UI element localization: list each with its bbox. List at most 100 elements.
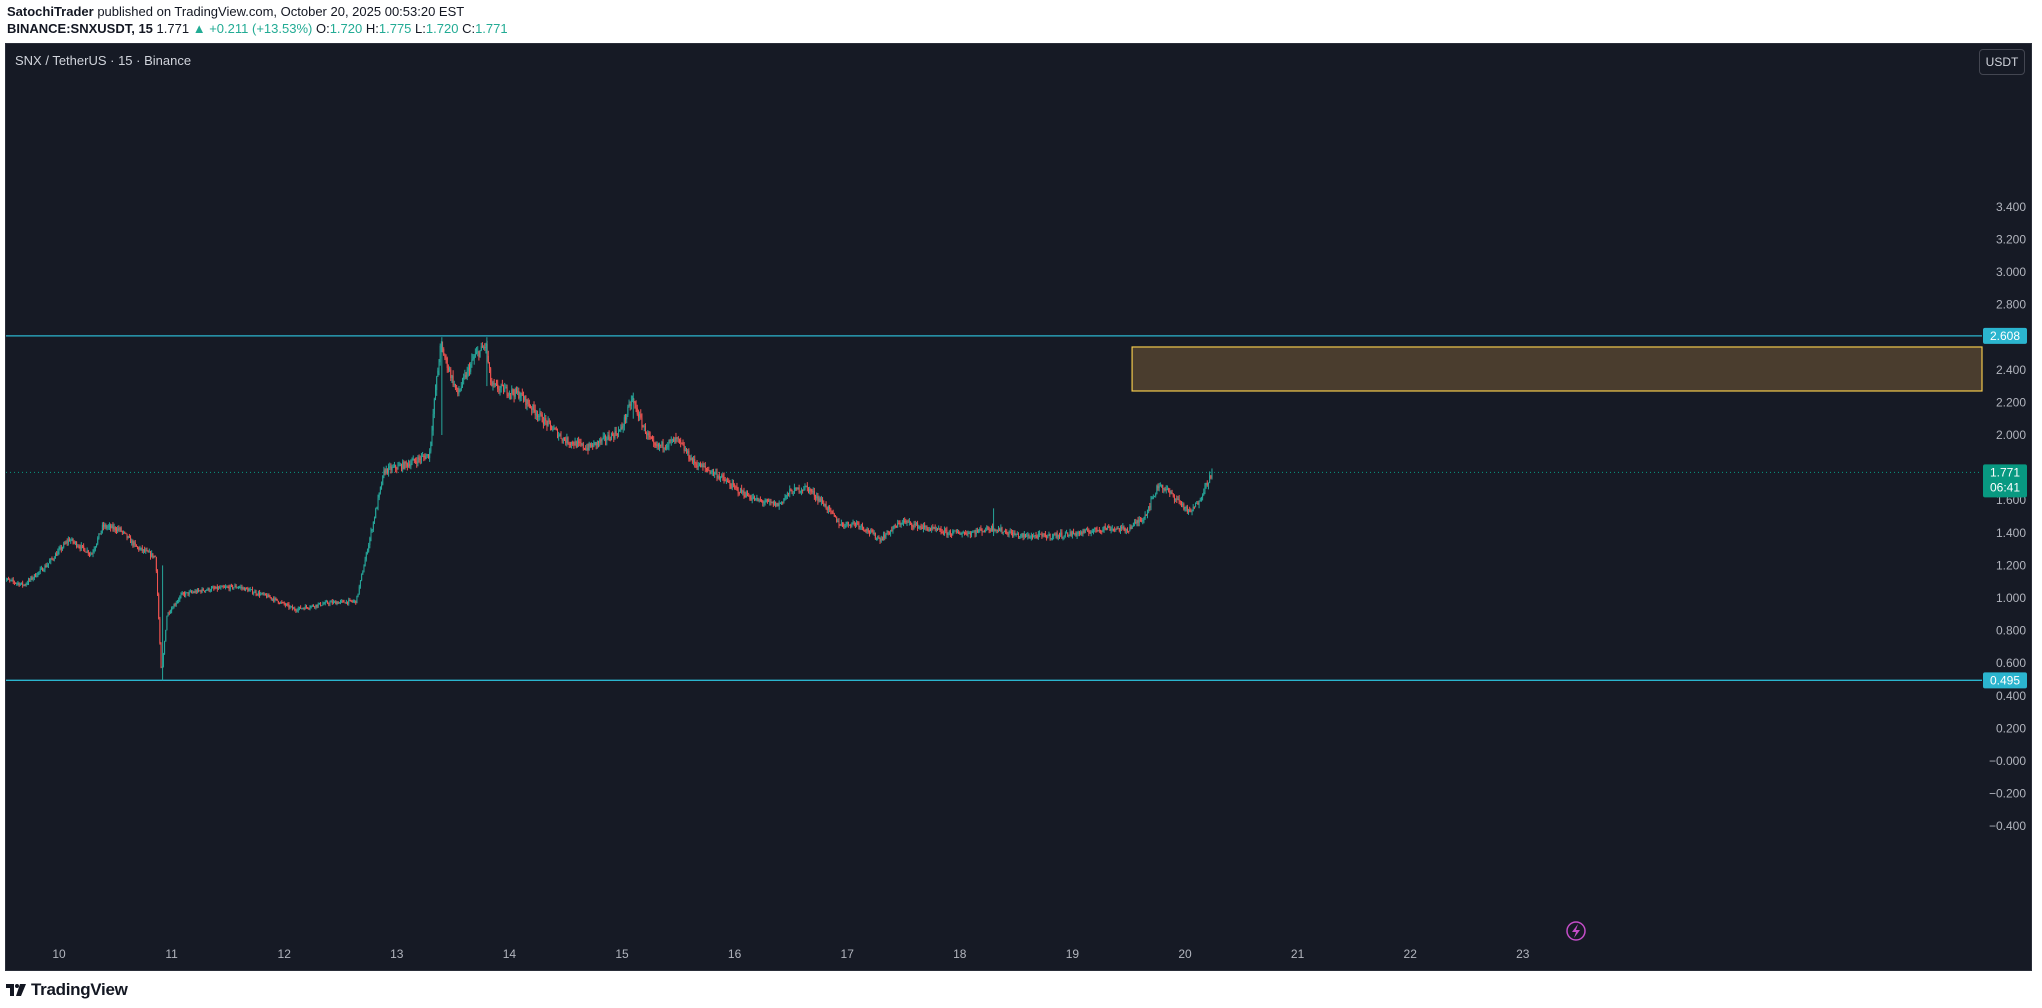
candle-body bbox=[1097, 530, 1099, 532]
candle-body bbox=[507, 394, 509, 396]
candle-body bbox=[343, 600, 345, 603]
candle-body bbox=[508, 393, 510, 396]
candle-body bbox=[513, 393, 515, 397]
candle-body bbox=[1036, 536, 1038, 538]
y-tick-label: −0.400 bbox=[1989, 819, 2026, 833]
candle-body bbox=[800, 489, 802, 492]
chart-area[interactable]: 3.400 3.200 3.000 2.800 2.400 2.200 2.000 1.600… bbox=[5, 43, 2032, 971]
candle-body bbox=[527, 399, 529, 405]
candle-body bbox=[1119, 527, 1121, 532]
candle-body bbox=[966, 534, 968, 536]
candle-body bbox=[297, 608, 299, 611]
candle-body bbox=[812, 491, 814, 493]
candle-body bbox=[63, 543, 65, 548]
candle-body bbox=[547, 420, 549, 426]
candle-body bbox=[145, 550, 147, 552]
candle-body bbox=[1170, 491, 1172, 494]
candle-body bbox=[648, 432, 650, 437]
candle-body bbox=[393, 465, 395, 467]
candle-body bbox=[325, 601, 327, 603]
candle-body bbox=[834, 516, 836, 518]
candle-body bbox=[939, 528, 941, 530]
candle-body bbox=[1114, 529, 1116, 531]
candle-body bbox=[330, 601, 332, 603]
candle-body bbox=[849, 524, 851, 526]
candle-body bbox=[1155, 493, 1157, 496]
candle-body bbox=[1162, 484, 1164, 490]
candle-body bbox=[1049, 533, 1051, 539]
candle-body bbox=[722, 475, 724, 477]
candle-body bbox=[178, 599, 180, 602]
candle-body bbox=[819, 498, 821, 502]
candle-body bbox=[492, 383, 494, 386]
candle-body bbox=[205, 590, 207, 592]
candle-body bbox=[700, 462, 702, 468]
candle-body bbox=[963, 532, 965, 534]
candle-body bbox=[833, 513, 835, 517]
candle-body bbox=[826, 508, 828, 511]
candle-body bbox=[1012, 532, 1014, 537]
candle-body bbox=[579, 442, 581, 444]
candle-body bbox=[118, 528, 120, 530]
candle-body bbox=[240, 587, 242, 589]
candle-body bbox=[737, 487, 739, 493]
candle-body bbox=[1040, 533, 1042, 535]
candle-body bbox=[691, 458, 693, 462]
candle-body bbox=[1159, 485, 1161, 487]
candle-body bbox=[764, 502, 766, 504]
candle-body bbox=[1204, 484, 1206, 493]
low-label: L: bbox=[415, 21, 426, 36]
candle-body bbox=[115, 530, 117, 532]
candle-body bbox=[1157, 486, 1159, 489]
candle-body bbox=[195, 591, 197, 593]
candle-body bbox=[837, 521, 839, 523]
author-name[interactable]: SatochiTrader bbox=[7, 4, 94, 19]
price-chart[interactable]: 3.4003.2003.0002.8002.4002.2002.0001.600… bbox=[6, 44, 2032, 971]
candle-body bbox=[552, 429, 554, 431]
y-tick-label: 2.000 bbox=[1996, 428, 2026, 442]
candle-body bbox=[935, 528, 937, 530]
candle-body bbox=[1139, 519, 1141, 521]
candle-body bbox=[191, 591, 193, 593]
candle-body bbox=[420, 456, 422, 460]
candle-body bbox=[425, 455, 427, 459]
candle-body bbox=[1032, 535, 1034, 538]
candle-body bbox=[1185, 506, 1187, 508]
candle-body bbox=[1035, 535, 1037, 537]
candle-body bbox=[384, 470, 386, 474]
candle-body bbox=[585, 448, 587, 450]
candle-body bbox=[639, 414, 641, 418]
candle-body bbox=[140, 547, 142, 549]
candle-body bbox=[71, 538, 73, 541]
candle-body bbox=[703, 466, 705, 468]
lightning-icon[interactable] bbox=[1566, 921, 1586, 941]
candle-body bbox=[1125, 529, 1127, 531]
candle-body bbox=[723, 476, 725, 480]
candle-body bbox=[561, 438, 563, 441]
candle-body bbox=[117, 528, 119, 532]
candle-body bbox=[97, 538, 99, 544]
tradingview-logo[interactable]: TradingView bbox=[6, 980, 128, 1000]
candle-body bbox=[359, 580, 361, 587]
candle-body bbox=[600, 439, 602, 442]
candle-body bbox=[742, 491, 744, 493]
candle-body bbox=[1061, 532, 1063, 538]
candle-body bbox=[433, 398, 435, 414]
open-label: O: bbox=[315, 21, 330, 36]
candle-body bbox=[745, 492, 747, 498]
x-tick-label: 14 bbox=[503, 947, 517, 961]
candle-body bbox=[105, 524, 107, 528]
candle-body bbox=[522, 395, 524, 400]
candle-body bbox=[890, 530, 892, 534]
candle-body bbox=[776, 503, 778, 507]
x-tick-label: 21 bbox=[1291, 947, 1305, 961]
candle-body bbox=[1169, 491, 1171, 494]
candle-body bbox=[400, 464, 402, 470]
candle-body bbox=[1021, 534, 1023, 536]
candle-body bbox=[162, 653, 164, 667]
currency-button[interactable]: USDT bbox=[1979, 49, 2025, 75]
candle-body bbox=[395, 465, 397, 469]
candle-body bbox=[718, 476, 720, 479]
candle-body bbox=[69, 539, 71, 542]
candle-body bbox=[595, 442, 597, 446]
